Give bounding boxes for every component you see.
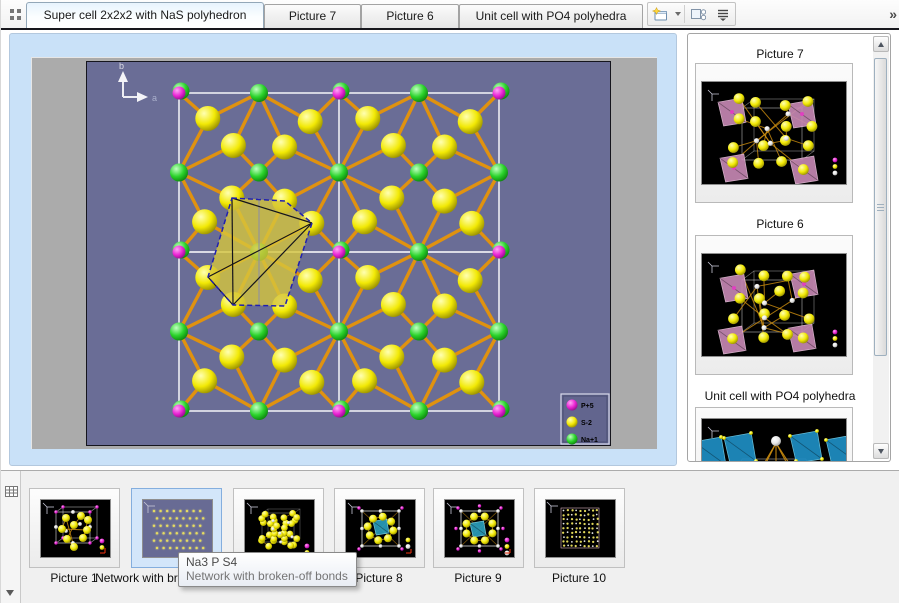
thumbnail-image [142,499,213,558]
scroll-down-button[interactable] [873,443,889,459]
structure-canvas[interactable]: P+5 S-2 Na+1 b a [86,61,611,446]
overflow-button[interactable]: » [889,6,897,22]
thumbnail-image [244,499,315,558]
collapse-filmstrip-button[interactable] [6,590,14,596]
svg-text:b: b [119,62,124,71]
svg-text:P+5: P+5 [581,403,594,410]
filmstrip-thumb-picture-1[interactable] [29,488,120,568]
filmstrip-thumb-picture-9[interactable] [433,488,524,568]
filmstrip-thumb-network[interactable] [131,488,222,568]
tab-unit-cell-po4[interactable]: Unit cell with PO4 polyhedra [459,4,643,28]
svg-text:S-2: S-2 [581,420,592,427]
thumbnail-image [545,499,616,558]
filmstrip-thumb-picture-10[interactable] [534,488,625,568]
tab-handle-icon[interactable] [9,8,22,21]
thumbnail-image [701,81,847,185]
new-picture-dropdown[interactable] [672,3,684,25]
thumbnail-image [444,499,515,558]
thumbnail-image [40,499,111,558]
tooltip-title: Na3 P S4 [186,555,238,569]
tile-view-button[interactable] [685,3,711,25]
sidebar-thumb-unit-cell-po4[interactable] [692,407,859,461]
list-view-button[interactable] [711,3,735,25]
thumbnail-image [345,499,416,558]
scrollbar-grip [877,204,884,213]
tab-divider [1,28,899,30]
sidebar-item-label: Picture 6 [756,217,804,231]
filmstrip-label: Picture 8 [355,571,403,585]
thumbnail-image [701,253,847,357]
filmstrip-rail [1,471,21,603]
pictures-sidebar: Picture 7 Picture 6 Unit cell with PO4 p… [687,33,891,462]
new-picture-icon [652,7,667,21]
tooltip-text: Network with broken-off bonds [186,569,348,583]
svg-text:Na+1: Na+1 [581,437,598,444]
svg-text:a: a [152,93,157,103]
picture-tab-bar: Super cell 2x2x2 with NaS polyhedron Pic… [1,0,899,30]
tooltip: Na3 P S4 Network with broken-off bonds [178,552,357,587]
sidebar-item-label: Unit cell with PO4 polyhedra [704,389,856,403]
table-grid-icon[interactable] [5,486,18,497]
picture-toolbar [647,2,736,26]
list-lines-icon [718,9,728,21]
triangle-down-icon [878,448,884,454]
tile-window-icon [691,9,706,21]
thumbnail-image [692,418,859,461]
sidebar-thumb-picture-7[interactable] [695,63,853,203]
sidebar-thumb-picture-6[interactable] [695,235,853,375]
scrollbar-thumb[interactable] [874,58,887,356]
scroll-up-button[interactable] [873,36,889,52]
filmstrip-label: Picture 9 [454,571,502,585]
chevron-down-icon [675,12,681,16]
tab-picture-7[interactable]: Picture 7 [264,4,361,28]
sidebar-scrollbar [873,36,889,459]
filmstrip-label: Picture 10 [551,571,607,585]
tab-supercell-nas[interactable]: Super cell 2x2x2 with NaS polyhedron [26,2,264,28]
sidebar-item-label: Picture 7 [756,47,804,61]
filmstrip-label: Picture 1 [50,571,98,585]
tab-picture-6[interactable]: Picture 6 [361,4,459,28]
new-picture-button[interactable] [648,3,672,25]
toolbar-separator [684,5,685,23]
filmstrip-pane: Picture 1 Network with broken-off bonds … [1,470,899,603]
triangle-up-icon [878,41,884,47]
